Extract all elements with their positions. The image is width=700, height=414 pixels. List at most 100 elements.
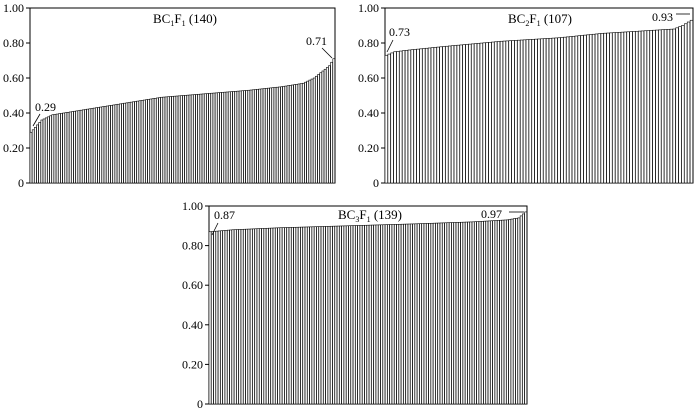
bar: [566, 36, 570, 184]
bar: [503, 219, 507, 405]
min-value-label: 0.73: [389, 25, 410, 39]
bar: [348, 225, 351, 405]
bar: [586, 34, 590, 184]
bar: [640, 30, 645, 184]
bar: [42, 118, 46, 184]
bar: [256, 228, 260, 405]
bar: [140, 100, 144, 184]
bar: [233, 229, 237, 405]
bar: [543, 38, 547, 184]
bar: [195, 94, 198, 184]
bar: [231, 229, 235, 405]
bar: [416, 48, 420, 184]
bar: [243, 90, 246, 184]
bar: [251, 89, 255, 184]
max-leader-line: [321, 47, 333, 59]
bar: [410, 49, 414, 184]
bar: [661, 29, 665, 184]
bar: [600, 33, 604, 184]
bar: [382, 224, 386, 405]
bar: [245, 228, 248, 405]
bar: [323, 68, 327, 184]
bar: [234, 91, 238, 184]
y-tick-label: 1.00: [182, 199, 203, 213]
bar: [110, 105, 113, 184]
bar: [451, 222, 454, 405]
bar: [327, 226, 331, 405]
bar: [68, 111, 72, 184]
bar: [254, 89, 257, 184]
bar: [116, 103, 120, 184]
bar: [655, 29, 659, 184]
bar: [49, 115, 52, 184]
bar: [184, 95, 187, 184]
max-value-label: 0.97: [481, 207, 502, 221]
bar: [638, 30, 642, 184]
bar: [384, 54, 388, 184]
bar: [485, 220, 489, 405]
bar: [55, 113, 59, 184]
chart-title-part: F: [529, 11, 536, 26]
bar: [427, 47, 432, 184]
bar: [270, 227, 274, 405]
bar: [571, 35, 576, 184]
bar: [574, 35, 578, 184]
bar: [88, 108, 92, 184]
bar: [589, 34, 593, 184]
bar: [259, 228, 262, 405]
chart-title-part: 1: [170, 19, 174, 28]
bar: [136, 100, 140, 184]
bar: [175, 95, 179, 184]
bar: [212, 92, 216, 184]
bar: [508, 40, 512, 184]
bar: [446, 222, 450, 405]
bar: [410, 223, 413, 405]
bar: [297, 83, 301, 184]
bar: [238, 229, 242, 405]
bar: [474, 221, 477, 405]
bar: [404, 50, 409, 184]
bar: [277, 227, 281, 405]
bar: [293, 84, 296, 184]
bar: [448, 45, 452, 184]
bar: [501, 219, 505, 405]
bar: [407, 49, 412, 184]
bar: [53, 114, 57, 184]
bar: [494, 220, 498, 405]
bar: [480, 221, 484, 405]
bar: [224, 230, 228, 405]
bar: [291, 227, 294, 405]
bar: [361, 225, 365, 405]
bar: [531, 39, 535, 184]
bar: [328, 65, 331, 184]
bar: [658, 29, 662, 184]
bar: [162, 96, 166, 184]
bar: [288, 85, 292, 184]
y-tick-label: 0.60: [358, 71, 379, 85]
bar: [398, 223, 402, 405]
y-tick-label: 1.00: [3, 1, 24, 15]
bar: [271, 87, 275, 184]
bar: [297, 226, 301, 405]
bar: [492, 220, 496, 405]
bar: [460, 221, 464, 405]
bar: [264, 88, 268, 184]
bar: [319, 72, 323, 184]
bar: [357, 225, 361, 405]
bar: [366, 224, 370, 405]
bar: [112, 104, 116, 184]
bar: [64, 112, 68, 184]
bar: [514, 40, 518, 184]
bar: [359, 225, 363, 405]
bar: [284, 85, 288, 184]
bar: [119, 103, 122, 184]
bar: [79, 109, 83, 184]
y-tick-label: 0.60: [3, 71, 24, 85]
bar: [399, 50, 403, 184]
bar: [499, 40, 504, 184]
bar: [75, 110, 79, 184]
bar: [450, 45, 455, 184]
bar: [519, 215, 523, 405]
bar: [339, 225, 342, 405]
bar: [223, 91, 227, 184]
